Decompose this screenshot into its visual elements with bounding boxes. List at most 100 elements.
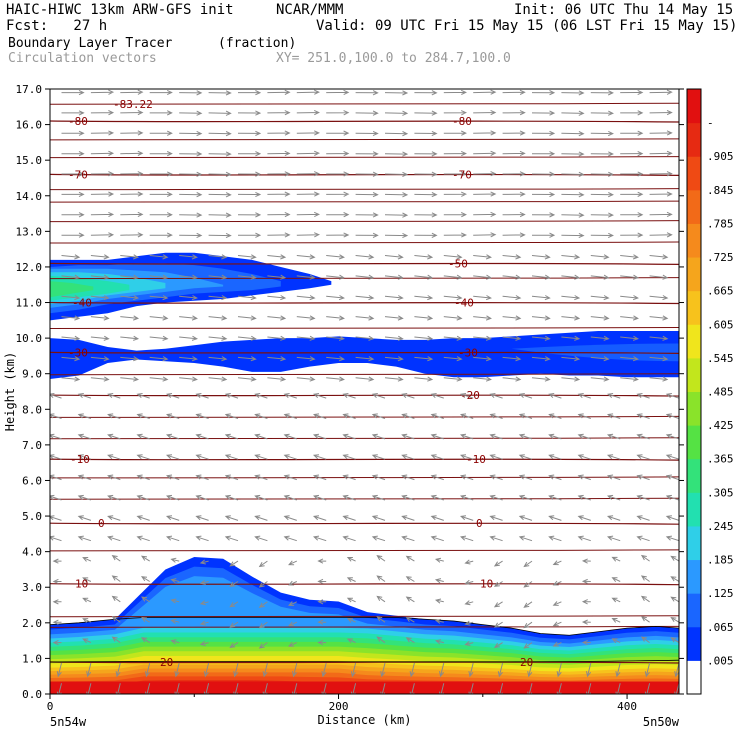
colorbar-swatch [687,357,701,392]
vector-arrow [195,535,209,542]
vector-arrow [296,109,320,116]
vector-arrow [229,621,239,628]
vector-arrow [443,150,467,157]
y-tick-label: 0.0 [22,688,42,701]
colorbar-swatch [687,189,701,224]
vector-arrow [120,191,144,197]
vector-arrow [531,151,556,157]
vector-arrow [590,295,610,301]
colorbar-swatch [687,593,701,628]
vector-arrow [346,618,356,623]
vector-arrow [518,535,533,542]
vector-arrow [414,212,438,218]
vector-arrow [649,335,669,341]
vector-arrow [77,494,92,501]
vector-arrow [665,535,679,542]
vector-arrow [606,515,621,521]
vector-arrow [346,638,356,644]
vector-arrow [670,637,679,644]
vector-arrow [267,89,291,95]
vector-arrow [82,618,92,623]
vector-arrow [203,662,210,678]
vector-arrow [166,494,180,501]
vector-arrow [636,535,650,542]
vector-arrow [61,110,85,116]
vector-arrow [149,171,173,177]
vector-arrow [52,619,62,625]
vector-arrow [489,535,503,542]
vector-arrow [611,597,621,603]
field-name: Boundary Layer Tracer [8,36,173,51]
vector-arrow [548,494,562,501]
vector-arrow [179,130,203,137]
y-tick-label: 7.0 [22,439,42,452]
vector-arrow [531,232,556,238]
vector-arrow [90,171,115,177]
y-tick-label: 17.0 [16,83,43,96]
vector-arrow [489,494,503,501]
vector-arrow [90,89,115,95]
vector-arrow [120,89,144,95]
vector-arrow [384,295,404,301]
vector-arrow [531,335,551,341]
x-end-label-left: 5n54w [50,715,87,729]
vector-arrow [61,295,81,301]
vector-arrow [140,555,150,562]
vector-arrow [665,474,679,481]
vector-arrow [606,433,621,440]
vector-arrow [52,639,62,646]
vector-arrow [107,413,121,419]
vector-arrow [523,601,533,608]
vector-arrow [620,274,639,280]
vector-arrow [405,637,415,644]
vector-arrow [224,413,239,419]
vector-arrow [414,376,434,382]
vector-arrow [531,171,556,177]
vector-arrow [56,662,62,678]
vector-arrow [288,621,298,627]
vector-arrow [518,474,533,481]
vector-arrow [237,295,257,301]
vector-arrow [237,90,262,96]
vector-arrow [443,254,463,260]
vector-arrow [443,376,463,382]
xsec-label: XY= 251.0,100.0 to 284.7,100.0 [276,51,511,66]
vector-arrow [267,315,287,321]
vector-arrow [136,535,150,542]
vector-arrow [590,335,610,341]
vector-arrow [312,515,327,521]
vector-arrow [355,192,379,198]
vector-arrow [254,413,268,419]
vector-arrow [237,356,257,362]
vector-arrow [90,191,115,197]
vector-arrow [107,433,121,440]
vector-arrow [111,555,121,562]
vector-arrow [224,535,239,542]
vector-arrow [149,89,173,96]
vector-arrow [502,274,522,280]
vector-arrow [326,110,350,116]
field-units: (fraction) [218,36,297,51]
contour-label: -20 [460,389,480,402]
vector-arrow [552,621,562,627]
vector-arrow [296,191,320,197]
vector-arrow [296,232,320,238]
min-value-label: -83.22 [113,98,153,111]
colorbar-swatch [687,156,701,191]
vector-arrow [170,618,180,624]
vector-arrow [61,376,81,382]
vector-arrow [493,560,503,567]
vector-arrow [556,662,562,678]
vector-arrow [670,616,679,623]
vector-arrow [561,254,581,260]
vector-arrow [459,454,474,460]
vector-arrow [523,642,533,649]
vector-arrow [590,171,614,177]
vector-arrow [620,376,639,382]
vector-arrow [620,212,644,218]
vector-arrow [179,212,203,218]
vector-arrow [561,171,585,177]
vector-arrow [443,356,463,362]
vector-arrow [208,356,228,362]
vector-arrow [384,315,404,321]
